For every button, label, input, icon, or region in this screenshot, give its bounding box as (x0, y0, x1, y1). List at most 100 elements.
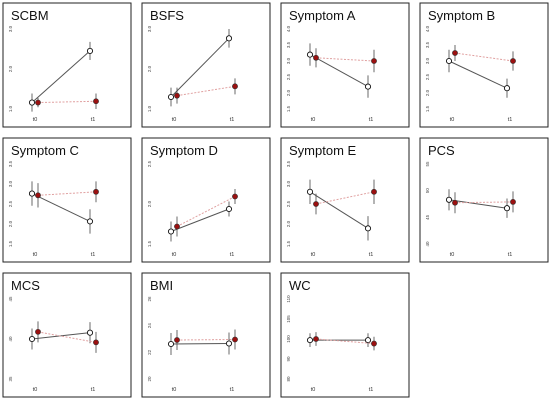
black-point (445, 57, 453, 65)
red-point (35, 328, 41, 335)
panel-wc: WC 80 90 100 105 110 t0 t1 (280, 272, 410, 398)
red-point (371, 58, 377, 64)
panel-frame (141, 2, 271, 128)
x-tick-label: t1 (369, 387, 374, 393)
panel-bsfs: BSFS 1.0 2.0 3.0 t0 t1 (141, 2, 271, 128)
red-point (371, 340, 377, 347)
black-point (503, 85, 511, 92)
x-tick-label: t1 (230, 117, 235, 123)
y-tick-label: 1.5 (286, 240, 291, 247)
series-red-line (176, 196, 236, 227)
black-point (225, 35, 233, 42)
red-point (510, 198, 516, 205)
panel-frame (280, 2, 410, 128)
panel-bmi: BMI 20 22 24 26 t0 t1 (141, 272, 271, 398)
red-point (93, 98, 99, 105)
red-point (313, 336, 319, 342)
y-tick-label: 22 (147, 349, 152, 355)
panel-pcs: PCS 40 45 50 55 t0 t1 (419, 137, 549, 263)
series-red-line (176, 85, 236, 97)
black-point (86, 329, 94, 336)
panel-title: Symptom B (428, 8, 495, 23)
red-point (174, 92, 180, 99)
panel-title: Symptom E (289, 143, 357, 158)
red-point (452, 199, 458, 206)
panel-title: Symptom C (11, 143, 79, 158)
y-tick-label: 1.5 (286, 105, 291, 112)
y-tick-label: 2.0 (147, 65, 152, 72)
panel-symptom-d: Symptom D 1.5 2.0 2.5 t0 t1 (141, 137, 271, 263)
y-tick-label: 3.0 (286, 57, 291, 64)
y-tick-label: 80 (286, 376, 291, 382)
x-tick-label: t0 (311, 117, 316, 123)
red-point (93, 339, 99, 346)
y-tick-label: 45 (8, 296, 13, 302)
panel-symptom-a: Symptom A 1.5 2.0 2.5 3.0 3.5 4.0 t0 t1 (280, 2, 410, 128)
panel-mcs: MCS 35 40 45 t0 t1 (2, 272, 132, 398)
y-tick-label: 55 (425, 161, 430, 167)
series-red-line (37, 100, 97, 104)
black-point (364, 337, 372, 344)
panel-frame (280, 272, 410, 398)
red-point (174, 337, 180, 343)
panel-symptom-e: Symptom E 1.5 2.0 2.5 3.0 3.5 t0 t1 (280, 137, 410, 263)
y-tick-label: 1.0 (8, 105, 13, 112)
black-point (28, 99, 36, 106)
y-tick-label: 2.5 (286, 73, 291, 80)
y-tick-label: 35 (8, 376, 13, 382)
black-point (167, 228, 175, 235)
x-tick-label: t0 (172, 252, 177, 258)
x-tick-label: t0 (33, 387, 38, 393)
series-black-line (170, 343, 230, 345)
y-tick-label: 3.5 (286, 160, 291, 167)
red-point (510, 58, 516, 64)
x-tick-label: t0 (33, 117, 38, 123)
x-tick-label: t0 (172, 117, 177, 123)
x-tick-label: t0 (172, 387, 177, 393)
x-tick-label: t1 (230, 252, 235, 258)
series-red-line (176, 339, 236, 341)
y-tick-label: 3.0 (8, 180, 13, 187)
black-point (306, 337, 314, 344)
y-tick-label: 40 (8, 336, 13, 342)
series-red-line (315, 191, 375, 205)
series-black-line (31, 193, 91, 222)
black-point (167, 340, 175, 348)
y-tick-label: 3.0 (8, 25, 13, 32)
black-point (306, 188, 314, 195)
panel-title: BMI (150, 278, 173, 293)
y-tick-label: 3.5 (425, 41, 430, 48)
y-tick-label: 1.5 (147, 240, 152, 247)
series-red-line (37, 331, 97, 343)
red-point (452, 50, 458, 56)
panel-title: MCS (11, 278, 40, 293)
x-tick-label: t0 (311, 387, 316, 393)
panel-frame (419, 2, 549, 128)
black-point (503, 205, 511, 212)
y-tick-label: 20 (147, 376, 152, 382)
black-point (28, 190, 36, 197)
series-red-line (37, 191, 97, 196)
series-black-line (448, 60, 508, 89)
red-point (232, 83, 238, 90)
red-point (313, 201, 319, 207)
panel-title: PCS (428, 143, 455, 158)
panel-title: SCBM (11, 8, 49, 23)
panel-frame (280, 137, 410, 263)
series-black-line (170, 208, 230, 232)
panel-frame (141, 272, 271, 398)
y-tick-label: 1.5 (8, 240, 13, 247)
series-black-line (309, 54, 369, 88)
series-red-line (454, 201, 514, 204)
black-point (364, 83, 372, 90)
y-tick-label: 110 (286, 295, 291, 303)
y-tick-label: 3.0 (147, 25, 152, 32)
panel-symptom-b: Symptom B 1.5 2.0 2.5 3.0 3.5 4.0 t0 t1 (419, 2, 549, 128)
y-tick-label: 50 (425, 188, 430, 194)
y-tick-label: 4.0 (425, 25, 430, 32)
x-tick-label: t1 (230, 387, 235, 393)
y-tick-label: 2.5 (8, 200, 13, 207)
x-tick-label: t1 (91, 117, 96, 123)
y-tick-label: 100 (286, 335, 291, 343)
